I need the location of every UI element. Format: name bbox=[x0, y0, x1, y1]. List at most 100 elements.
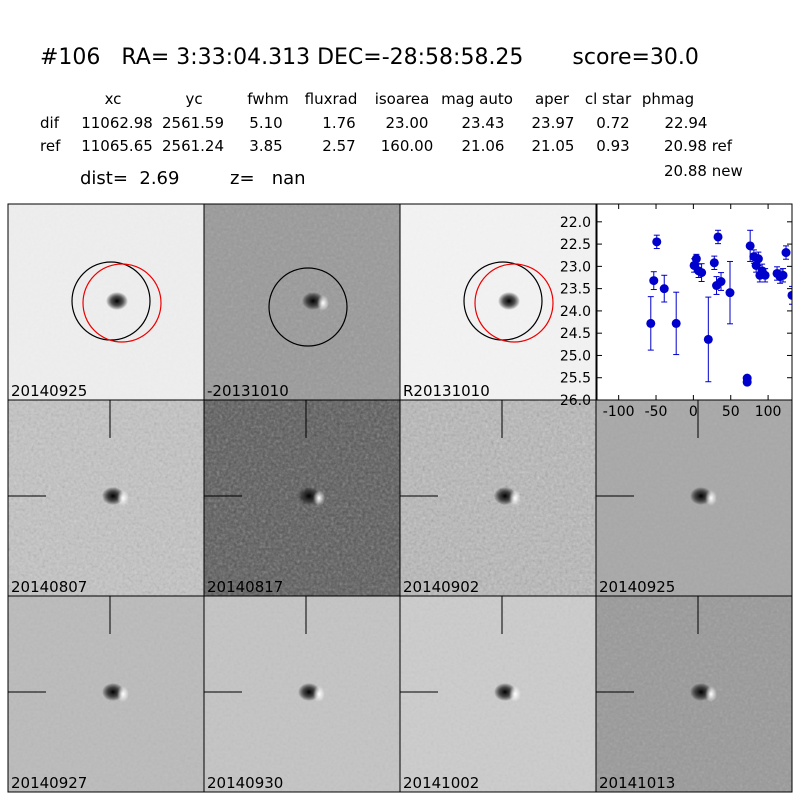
cell: 2561.24 bbox=[162, 137, 224, 155]
aperture-ref bbox=[474, 263, 554, 343]
stamp: 20140817 bbox=[203, 399, 401, 597]
y-tick-label: 25.0 bbox=[560, 348, 591, 364]
stamp-label: 20140817 bbox=[207, 578, 283, 596]
x-tick-label: -100 bbox=[603, 404, 635, 420]
aperture bbox=[268, 267, 348, 347]
y-tick-label: 23.5 bbox=[560, 282, 591, 298]
column-header: xc bbox=[105, 90, 122, 108]
column-header: fwhm bbox=[247, 90, 288, 108]
point bbox=[787, 290, 792, 300]
dist: dist= 2.69 bbox=[80, 168, 179, 189]
residual bbox=[705, 686, 717, 702]
stamp: 20140902 bbox=[399, 399, 597, 597]
point bbox=[652, 237, 662, 247]
point bbox=[742, 377, 752, 387]
column-header: phmag bbox=[642, 90, 694, 108]
phmag-new: 20.88 new bbox=[664, 162, 743, 180]
stamp-label: 20141013 bbox=[599, 774, 675, 792]
point bbox=[691, 254, 701, 264]
y-tick-label: 24.5 bbox=[560, 326, 591, 342]
stamp-label: 20140927 bbox=[11, 774, 87, 792]
stamp-noise bbox=[8, 204, 204, 400]
cell: 11065.65 bbox=[81, 137, 153, 155]
x-tick-label: 0 bbox=[689, 404, 698, 420]
source bbox=[106, 292, 128, 310]
cell: 160.00 bbox=[381, 137, 434, 155]
y-tick-label: 24.0 bbox=[560, 304, 591, 320]
stamp: 20140927 bbox=[7, 595, 205, 793]
y-tick-label: 23.0 bbox=[560, 259, 591, 275]
point bbox=[753, 254, 763, 264]
column-header: yc bbox=[185, 90, 202, 108]
residual bbox=[509, 686, 521, 702]
stamp-label: R20131010 bbox=[403, 382, 490, 400]
x-tick-label: -50 bbox=[645, 404, 668, 420]
y-tick-label: 22.5 bbox=[560, 237, 591, 253]
points bbox=[646, 229, 792, 387]
column-header: isoarea bbox=[375, 90, 430, 108]
point bbox=[646, 318, 656, 328]
cell: 3.85 bbox=[249, 137, 282, 155]
cell: 0.93 bbox=[596, 137, 629, 155]
point bbox=[697, 268, 707, 278]
source bbox=[498, 292, 520, 310]
stamp: R20131010 bbox=[399, 203, 597, 401]
point bbox=[709, 258, 719, 268]
stamp-bg bbox=[400, 204, 596, 400]
stamp-label: 20141002 bbox=[403, 774, 479, 792]
stamp: -20131010 bbox=[203, 203, 401, 401]
point bbox=[745, 241, 755, 251]
stamp: 20140930 bbox=[203, 595, 401, 793]
y-tick-label: 22.0 bbox=[560, 215, 591, 231]
aperture-ref bbox=[82, 263, 162, 343]
redshift: z= nan bbox=[230, 168, 306, 189]
cell: 23.97 bbox=[532, 114, 575, 132]
stamp-label: 20140930 bbox=[207, 774, 283, 792]
stamp: 20141002 bbox=[399, 595, 597, 793]
residual bbox=[317, 295, 329, 311]
stamp-label: 20140925 bbox=[599, 578, 675, 596]
cell: 11062.98 bbox=[81, 114, 153, 132]
cell: 21.05 bbox=[532, 137, 575, 155]
y-tick-label: 25.5 bbox=[560, 371, 591, 387]
residual bbox=[509, 490, 521, 506]
stamp-noise bbox=[204, 204, 400, 400]
cell: 23.43 bbox=[462, 114, 505, 132]
point bbox=[649, 276, 659, 286]
stamp-label: 20140925 bbox=[11, 382, 87, 400]
residual bbox=[705, 490, 717, 506]
stamp-label: 20140807 bbox=[11, 578, 87, 596]
title: #106 RA= 3:33:04.313 DEC=-28:58:58.25 sc… bbox=[40, 45, 699, 70]
point bbox=[671, 318, 681, 328]
cell: 22.94 bbox=[665, 114, 708, 132]
point bbox=[760, 270, 770, 280]
cell: 0.72 bbox=[596, 114, 629, 132]
stamp-border bbox=[595, 595, 793, 793]
y-tick-label: 26.0 bbox=[560, 393, 591, 409]
plot: 22.0 22.5 23.0 23.5 24.0 24.5 25.0 25.5 26.0 -100… bbox=[560, 203, 793, 420]
stamp-label: -20131010 bbox=[207, 382, 289, 400]
point bbox=[716, 277, 726, 287]
cell: 2.57 bbox=[322, 137, 355, 155]
row-label: dif bbox=[40, 114, 60, 132]
column-header: mag auto bbox=[441, 90, 513, 108]
point bbox=[703, 334, 713, 344]
residual bbox=[313, 490, 325, 506]
cell: 21.06 bbox=[462, 137, 505, 155]
column-header: cl star bbox=[585, 90, 632, 108]
cell: 23.00 bbox=[386, 114, 429, 132]
cell: 1.76 bbox=[322, 114, 355, 132]
point bbox=[778, 270, 788, 280]
column-header: fluxrad bbox=[305, 90, 358, 108]
point bbox=[781, 248, 791, 258]
point bbox=[659, 284, 669, 294]
plot-area bbox=[597, 204, 792, 400]
x-tick-label: 100 bbox=[755, 404, 782, 420]
row-label: ref bbox=[40, 137, 61, 155]
residual bbox=[117, 686, 129, 702]
cell: 2561.59 bbox=[162, 114, 224, 132]
stamp: 20140925 bbox=[7, 203, 205, 401]
point bbox=[725, 288, 735, 298]
x-tick-label: 50 bbox=[722, 404, 740, 420]
